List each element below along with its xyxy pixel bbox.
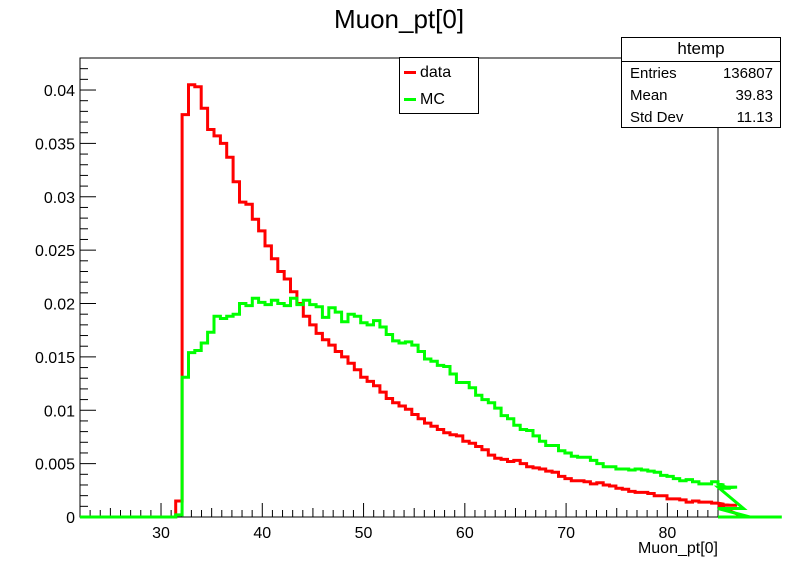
x-tick-label: 50 [355, 525, 373, 542]
legend-swatch-mc [404, 98, 416, 102]
stats-row-stddev: Std Dev 11.13 [622, 106, 780, 128]
series-data-line [80, 83, 776, 519]
chart-title: Muon_pt[0] [333, 4, 465, 34]
x-tick-label: 70 [557, 525, 575, 542]
x-tick-label: 40 [253, 525, 271, 542]
stats-row-mean: Mean 39.83 [622, 84, 780, 106]
stats-row-entries: Entries 136807 [622, 62, 780, 84]
stats-box: htemp Entries 136807 Mean 39.83 Std Dev … [621, 37, 781, 128]
y-tick-label: 0.04 [44, 83, 75, 100]
stats-key: Entries [630, 65, 677, 82]
y-tick-label: 0 [66, 510, 75, 527]
x-tick-label: 30 [152, 525, 170, 542]
stats-key: Mean [630, 87, 668, 104]
y-axis-ticks: 0 0.005 0.01 0.015 0.02 0.025 0.03 0.035 0.04 [35, 57, 96, 527]
y-tick-label: 0.015 [35, 350, 75, 367]
x-axis-label: Muon_pt[0] [638, 540, 718, 557]
y-tick-label: 0.035 [35, 136, 75, 153]
legend-item-mc: MC [404, 90, 445, 110]
legend-item-data: data [404, 63, 451, 83]
stats-key: Std Dev [630, 109, 684, 126]
stats-value: 136807 [722, 65, 773, 82]
y-tick-label: 0.01 [44, 403, 75, 420]
x-axis-ticks: 30 40 50 60 70 80 [79, 503, 719, 542]
legend: data MC [399, 57, 479, 114]
stats-value: 39.83 [735, 87, 773, 104]
x-tick-label: 60 [456, 525, 474, 542]
x-tick-label: 80 [658, 525, 676, 542]
stats-title: htemp [622, 38, 780, 62]
y-tick-label: 0.02 [44, 297, 75, 314]
legend-swatch-data [404, 71, 416, 75]
series-layer [80, 83, 782, 519]
y-tick-label: 0.03 [44, 190, 75, 207]
y-tick-label: 0.005 [35, 457, 75, 474]
legend-label-data: data [420, 64, 452, 81]
y-tick-label: 0.025 [35, 243, 75, 260]
series-mc-line [80, 296, 782, 519]
legend-label-mc: MC [420, 91, 445, 108]
stats-value: 11.13 [736, 109, 773, 126]
